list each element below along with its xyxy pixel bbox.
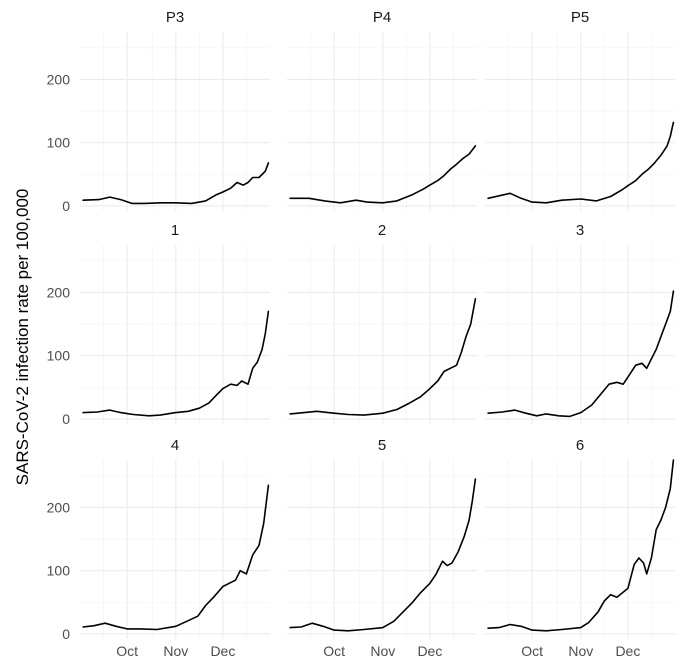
y-tick-label: 100: [47, 135, 71, 151]
x-tick-label: Nov: [568, 643, 593, 658]
facet-panel-3: 3: [485, 222, 675, 424]
facet-strip-label: 4: [171, 437, 179, 454]
series-line-P3: [82, 162, 270, 205]
series-line-P5: [487, 121, 675, 204]
y-tick-label: 100: [47, 348, 71, 364]
series-line-3: [487, 290, 675, 418]
x-tick-label: Oct: [521, 643, 543, 658]
y-axis-title: SARS-CoV-2 infection rate per 100,000: [13, 189, 32, 486]
y-tick-label: 0: [62, 626, 70, 642]
facet-panel-4: 4 0 100 200 Oct Nov Dec: [47, 437, 270, 658]
series-line-5: [289, 478, 477, 632]
y-tick-label: 200: [47, 284, 71, 300]
facet-panel-P3: P3 0 100 200: [47, 9, 270, 214]
facet-strip-label: 1: [171, 222, 179, 239]
facet-strip-label: P4: [373, 9, 391, 26]
facet-panel-6: 6 Oct Nov Dec: [485, 437, 675, 658]
x-tick-label: Oct: [116, 643, 138, 658]
facet-strip-label: P5: [571, 9, 589, 26]
facet-panel-2: 2: [287, 222, 477, 424]
series-line-4: [82, 484, 270, 631]
series-line-1: [82, 310, 270, 417]
x-tick-label: Nov: [163, 643, 188, 658]
x-tick-label: Dec: [210, 643, 235, 658]
series-line-2: [289, 297, 477, 416]
facet-panel-1: 1 0 100 200: [47, 222, 270, 427]
facet-strip-label: P3: [166, 9, 184, 26]
series-line-6: [487, 459, 675, 632]
x-tick-label: Dec: [615, 643, 640, 658]
facet-strip-label: 2: [378, 222, 386, 239]
facet-strip-label: 3: [576, 222, 584, 239]
x-tick-label: Dec: [417, 643, 442, 658]
facet-panels: P3 0 100 200 P4 P5 1 0 100 200 2 3 4 0 100 200 Oct Nov Dec…: [47, 9, 675, 658]
facet-panel-P4: P4: [287, 9, 477, 211]
facet-strip-label: 5: [378, 437, 386, 454]
facet-panel-5: 5 Oct Nov Dec: [287, 437, 477, 658]
facet-strip-label: 6: [576, 437, 584, 454]
y-tick-label: 200: [47, 499, 71, 515]
x-tick-label: Oct: [323, 643, 345, 658]
series-line-P4: [289, 145, 477, 204]
y-tick-label: 0: [62, 411, 70, 427]
y-tick-label: 0: [62, 198, 70, 214]
y-tick-label: 200: [47, 71, 71, 87]
facet-panel-P5: P5: [485, 9, 675, 211]
x-tick-label: Nov: [370, 643, 395, 658]
y-tick-label: 100: [47, 563, 71, 579]
